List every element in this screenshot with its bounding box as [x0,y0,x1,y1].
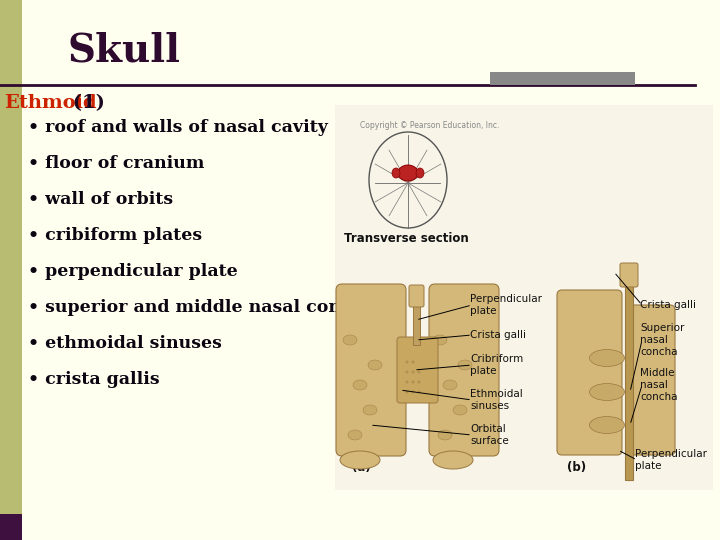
Ellipse shape [412,361,415,363]
Ellipse shape [590,349,624,367]
Ellipse shape [438,430,452,440]
FancyBboxPatch shape [409,285,424,307]
Bar [413,290,420,345]
Text: Skull: Skull [68,31,181,69]
Bar [0,0,22,540]
Ellipse shape [418,390,420,394]
Text: Cribriform
plate: Cribriform plate [470,354,523,376]
Text: Perpendicular
plate: Perpendicular plate [470,294,542,316]
Ellipse shape [416,168,424,178]
Ellipse shape [405,390,408,394]
Ellipse shape [343,335,357,345]
Ellipse shape [405,381,408,383]
Ellipse shape [458,360,472,370]
Ellipse shape [368,360,382,370]
Text: • crista gallis: • crista gallis [28,370,160,388]
Ellipse shape [340,451,380,469]
FancyBboxPatch shape [429,284,499,456]
Text: Middle
nasal
concha: Middle nasal concha [640,368,678,402]
Ellipse shape [353,380,367,390]
Text: (1): (1) [66,94,105,112]
Ellipse shape [412,390,415,394]
Text: Perpendicular
plate: Perpendicular plate [635,449,707,471]
Ellipse shape [418,370,420,374]
Text: Copyright © Pearson Education, Inc.: Copyright © Pearson Education, Inc. [360,120,500,130]
FancyBboxPatch shape [336,284,406,456]
Ellipse shape [398,165,418,181]
Text: Transverse section: Transverse section [344,232,469,245]
Text: Ethmoidal
sinuses: Ethmoidal sinuses [470,389,523,411]
Ellipse shape [363,405,377,415]
FancyBboxPatch shape [630,305,675,455]
Ellipse shape [443,380,457,390]
FancyBboxPatch shape [620,263,638,287]
Text: • ethmoidal sinuses: • ethmoidal sinuses [28,334,222,352]
Ellipse shape [405,361,408,363]
Ellipse shape [433,335,447,345]
FancyBboxPatch shape [557,290,622,455]
Ellipse shape [590,383,624,401]
Ellipse shape [453,405,467,415]
Text: • superior and middle nasal conchae: • superior and middle nasal conchae [28,299,387,315]
Ellipse shape [412,381,415,383]
Bar [625,280,633,480]
Ellipse shape [392,168,400,178]
Text: • perpendicular plate: • perpendicular plate [28,262,238,280]
Text: (a): (a) [352,462,371,475]
Text: • cribiform plates: • cribiform plates [28,226,202,244]
Text: (b): (b) [567,462,586,475]
Text: Ethmoid: Ethmoid [4,94,96,112]
Text: • wall of orbits: • wall of orbits [28,191,173,207]
Ellipse shape [405,370,408,374]
Text: • roof and walls of nasal cavity: • roof and walls of nasal cavity [28,118,328,136]
Bar [335,105,713,490]
Ellipse shape [348,430,362,440]
Bar [490,72,635,85]
Ellipse shape [418,381,420,383]
Ellipse shape [590,416,624,434]
Ellipse shape [433,451,473,469]
Text: • floor of cranium: • floor of cranium [28,154,204,172]
Text: Crista galli: Crista galli [470,330,526,340]
Text: Crista galli: Crista galli [640,300,696,310]
Bar [0,514,22,540]
Text: Orbital
surface: Orbital surface [470,424,509,446]
Ellipse shape [412,370,415,374]
FancyBboxPatch shape [397,337,438,403]
Text: Superior
nasal
concha: Superior nasal concha [640,323,685,356]
